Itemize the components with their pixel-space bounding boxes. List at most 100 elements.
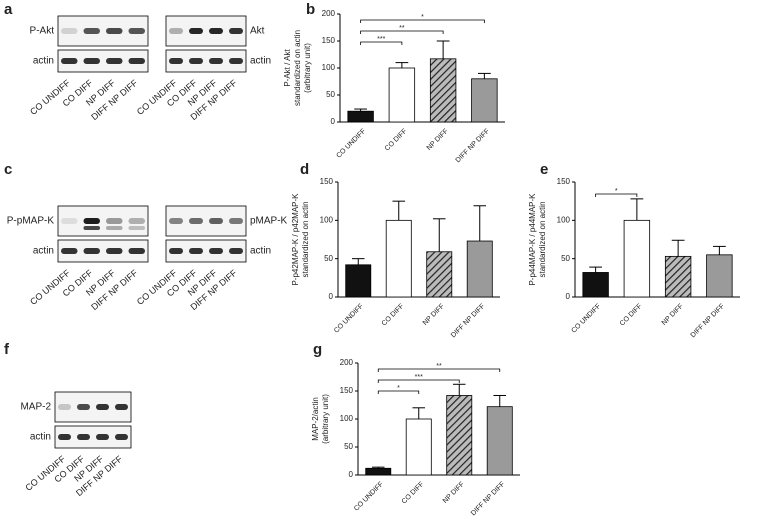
blot-band — [96, 404, 109, 410]
x-tick-label: DIFF NP DIFF — [455, 128, 491, 164]
blot-band — [189, 218, 203, 224]
blot-row-label: actin — [250, 246, 271, 257]
y-axis-label: (arbitrary unit) — [303, 43, 312, 93]
bar — [405, 418, 432, 476]
y-tick-label: 50 — [324, 254, 333, 263]
blot-band — [83, 226, 100, 230]
x-tick-label: NP DIFF — [442, 481, 466, 505]
significance-bracket — [595, 193, 638, 197]
blot-band — [115, 434, 128, 440]
x-tick-label: CO DIFF — [381, 303, 406, 328]
y-tick-label: 150 — [322, 36, 336, 45]
blot-band — [169, 248, 183, 254]
x-tick-label: CO DIFF — [384, 128, 409, 153]
blot-frame — [165, 239, 247, 263]
y-tick-label: 100 — [557, 215, 571, 224]
blot-band — [106, 226, 123, 230]
significance-bracket — [377, 390, 420, 394]
significance-label: * — [421, 14, 424, 21]
y-tick-label: 200 — [340, 358, 354, 367]
bar — [345, 264, 372, 298]
bar — [466, 240, 493, 298]
blot-band — [61, 218, 78, 224]
bar — [664, 255, 692, 298]
blot-row-label: pMAP-K — [250, 216, 288, 227]
y-tick-label: 100 — [320, 215, 334, 224]
significance-label: ** — [436, 363, 442, 370]
y-tick-label: 150 — [320, 177, 334, 186]
bar — [486, 406, 513, 476]
y-axis-label: standardized on actin — [293, 30, 302, 106]
blot-band — [115, 404, 128, 410]
bar — [582, 272, 609, 298]
bar — [429, 58, 457, 123]
x-tick-label: CO DIFF — [401, 481, 426, 506]
blot-band — [229, 28, 243, 34]
blot-row-label: MAP-2 — [20, 402, 51, 413]
significance-bracket — [377, 368, 501, 372]
blot-band — [128, 58, 145, 64]
x-tick-label: CO UNDIFF — [353, 481, 385, 513]
significance-bracket — [360, 19, 485, 23]
blot-row-label: P-pMAP-K — [7, 216, 55, 227]
blot-band — [209, 58, 223, 64]
bar — [388, 67, 416, 123]
blot-band — [83, 218, 100, 224]
blot-band — [83, 248, 100, 254]
blot-band — [106, 248, 123, 254]
y-axis-label: MAP-2/actin — [311, 397, 320, 441]
blot-band — [61, 28, 78, 34]
blot-band — [229, 58, 243, 64]
blot-band — [77, 404, 90, 410]
blot-band — [61, 248, 78, 254]
blot-row-label: Akt — [250, 26, 265, 37]
blot-band — [209, 218, 223, 224]
significance-bracket — [360, 41, 403, 45]
x-tick-label: CO UNDIFF — [333, 303, 365, 335]
y-tick-label: 50 — [561, 254, 570, 263]
blot-band — [83, 28, 100, 34]
x-tick-label: DIFF NP DIFF — [690, 303, 726, 339]
panel-label: e — [540, 161, 548, 178]
blot-band — [106, 28, 123, 34]
significance-label: * — [615, 188, 618, 195]
blot-band — [83, 58, 100, 64]
blot-frame — [54, 425, 132, 449]
panel-label: g — [313, 341, 322, 358]
y-tick-label: 0 — [329, 292, 334, 301]
x-tick-label: CO UNDIFF — [335, 128, 367, 160]
blot-band — [229, 248, 243, 254]
y-tick-label: 150 — [557, 177, 571, 186]
x-tick-label: NP DIFF — [422, 303, 446, 327]
blot-band — [189, 58, 203, 64]
blot-band — [128, 218, 145, 224]
blot-band — [58, 404, 71, 410]
bar — [365, 467, 392, 476]
bar — [426, 251, 453, 298]
blot-frame — [57, 205, 149, 237]
y-axis-label: P-p42MAP-K / p42MAP-K — [291, 193, 300, 286]
blot-band — [128, 226, 145, 230]
significance-label: ** — [399, 25, 405, 32]
x-tick-label: NP DIFF — [426, 128, 450, 152]
blot-band — [58, 434, 71, 440]
significance-bracket — [377, 379, 460, 383]
bar — [623, 219, 651, 298]
panel-label: a — [4, 1, 13, 18]
blot-band — [209, 28, 223, 34]
y-axis-label: standardized on actin — [301, 201, 310, 277]
y-axis-label: (arbitrary unit) — [321, 394, 330, 444]
bar — [471, 78, 498, 123]
blot-frame — [57, 239, 149, 263]
y-axis-label: standardized on actin — [538, 201, 547, 277]
blot-band — [169, 58, 183, 64]
blot-band — [189, 28, 203, 34]
x-tick-label: CO DIFF — [619, 303, 644, 328]
blot-band — [189, 248, 203, 254]
y-tick-label: 50 — [344, 442, 353, 451]
blot-band — [106, 218, 123, 224]
y-tick-label: 50 — [326, 90, 335, 99]
bar — [347, 110, 374, 123]
y-tick-label: 200 — [322, 9, 336, 18]
